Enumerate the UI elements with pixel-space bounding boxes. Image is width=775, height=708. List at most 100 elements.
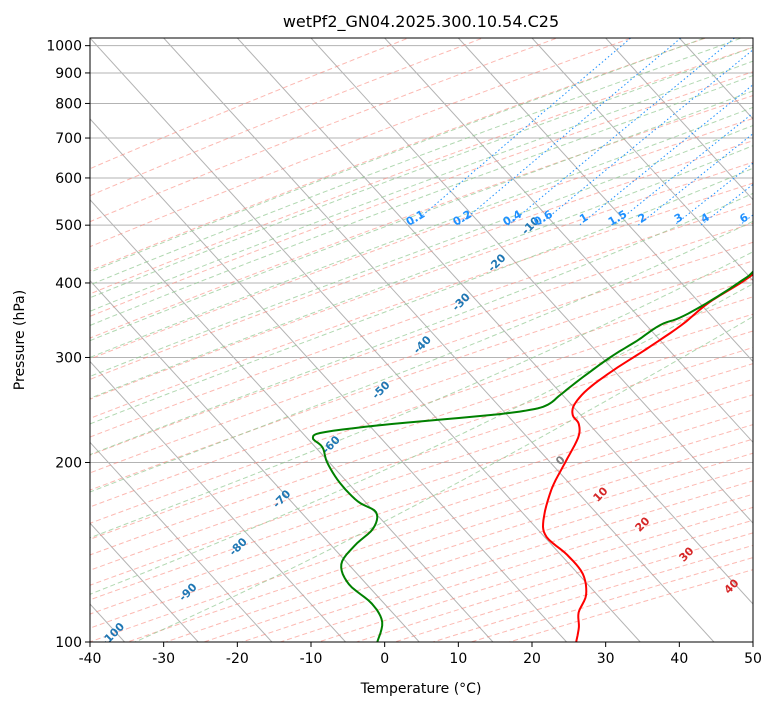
isotherm-line [310, 38, 753, 524]
mixing-ratio-line [673, 162, 753, 226]
isotherm-line [163, 38, 715, 642]
isotherm-line [384, 38, 753, 444]
height-label: -100 [98, 620, 127, 649]
dry-adiabat-line [394, 532, 753, 642]
moist-adiabat-line [90, 283, 753, 595]
mixing-ratio-line [457, 38, 682, 226]
sounding-profiles [311, 270, 753, 642]
dry-adiabat-line [90, 38, 410, 170]
isotherm-line [90, 38, 641, 642]
dry-adiabat-line [90, 241, 753, 474]
dry-adiabat-line [90, 260, 753, 491]
moist-adiabat-line [90, 106, 753, 359]
y-tick-label: 800 [55, 96, 82, 112]
dry-adiabat-line [318, 506, 753, 642]
height-label: -70 [270, 487, 293, 510]
dry-adiabat-line [90, 278, 753, 508]
mixing-ratio-line [579, 84, 753, 226]
x-tick-label: 0 [380, 651, 389, 667]
dry-adiabat-line [432, 544, 753, 642]
isotherm-line [752, 38, 753, 39]
dry-adiabat-line [470, 557, 753, 642]
dry-adiabat-line [90, 182, 753, 419]
y-tick-label: 1000 [46, 39, 82, 55]
dry-adiabat-line [90, 46, 753, 295]
isotherm-line [90, 279, 420, 642]
dry-adiabat-line [90, 330, 753, 556]
x-tick-label: -20 [226, 651, 249, 667]
height-label: -20 [485, 251, 508, 274]
y-tick-label: 300 [55, 350, 82, 366]
chart-title: wetPf2_GN04.2025.300.10.54.C25 [283, 12, 559, 32]
dry-adiabat-line [90, 140, 753, 380]
isotherm-line [90, 441, 273, 642]
x-axis-label: Temperature (°C) [360, 681, 482, 697]
x-tick-label: -30 [152, 651, 175, 667]
isotherm-line [236, 38, 753, 605]
wetbulb-label: 40 [722, 576, 742, 596]
dry-adiabat-line [90, 38, 708, 272]
y-tick-label: 100 [55, 635, 82, 651]
y-axis-ticks: 100 200 300 400 500 600 700 800 900 1000 [46, 39, 90, 651]
y-tick-label: 500 [55, 218, 82, 234]
wetbulb-label: 30 [677, 544, 697, 564]
dry-adiabat-line [90, 161, 753, 400]
x-tick-label: 30 [597, 651, 615, 667]
moist-adiabat-line [90, 145, 753, 399]
isotherm-line [90, 198, 494, 642]
dry-adiabat-line [90, 222, 753, 456]
dry-adiabat-line [90, 94, 753, 339]
moist-adiabat-line [90, 192, 753, 456]
y-tick-label: 600 [55, 171, 82, 187]
isotherm-line [605, 38, 753, 201]
dry-adiabat-line [90, 313, 753, 540]
moist-adiabat-line [90, 46, 753, 299]
dry-adiabat-line [90, 394, 753, 615]
mixing-ratio-label: 8 [766, 211, 775, 226]
dry-adiabat-line [90, 71, 753, 317]
wetbulb-label: 20 [633, 514, 653, 534]
moist-adiabat-line [90, 251, 753, 539]
dry-adiabat-line [90, 346, 753, 571]
isotherm-line [90, 118, 567, 642]
dry-adiabat-line [90, 38, 485, 197]
y-tick-label: 400 [55, 276, 82, 292]
plot-frame [89, 37, 754, 643]
mixing-ratio-line [768, 33, 775, 225]
moist-adiabat-line [90, 167, 753, 425]
dry-adiabat-line [90, 38, 633, 248]
mixing-ratio-line [507, 38, 736, 226]
dry-adiabat-line [90, 424, 753, 642]
x-tick-label: -10 [300, 651, 323, 667]
moist-adiabat-line [90, 38, 707, 273]
moist-adiabat-line [90, 220, 753, 493]
dry-adiabat-line [90, 202, 753, 438]
dewpoint-series-line [311, 270, 753, 642]
isotherm-line [90, 522, 199, 642]
dry-adiabat-line [90, 117, 753, 360]
height-label: -80 [227, 535, 250, 558]
dry-adiabat-line [90, 363, 753, 586]
moist-adiabat-line [90, 60, 753, 312]
x-tick-label: 20 [523, 651, 541, 667]
mixing-ratio-line [538, 49, 753, 226]
dry-adiabat-line [90, 38, 559, 223]
moist-adiabat-line [90, 124, 753, 377]
dry-adiabat-line [90, 296, 753, 524]
mixing-ratio-label: 1 [577, 211, 590, 226]
y-axis-label: Pressure (hPa) [12, 290, 28, 390]
y-tick-label: 200 [55, 455, 82, 471]
height-label: -90 [176, 580, 199, 603]
x-axis-ticks: -40 -30 -20 -10 0 10 20 30 40 50 [79, 642, 762, 667]
isotherm-line [457, 38, 753, 363]
height-labels: -100-90-80-70-60-50-40-30-20-10 [98, 214, 542, 649]
y-tick-label: 700 [55, 131, 82, 147]
x-tick-label: 50 [744, 651, 762, 667]
moist-adiabat-line [90, 90, 753, 342]
height-label: -60 [319, 433, 342, 456]
temperature-series-line [541, 272, 753, 642]
dry-adiabat-line [90, 378, 753, 601]
x-tick-label: -40 [79, 651, 102, 667]
